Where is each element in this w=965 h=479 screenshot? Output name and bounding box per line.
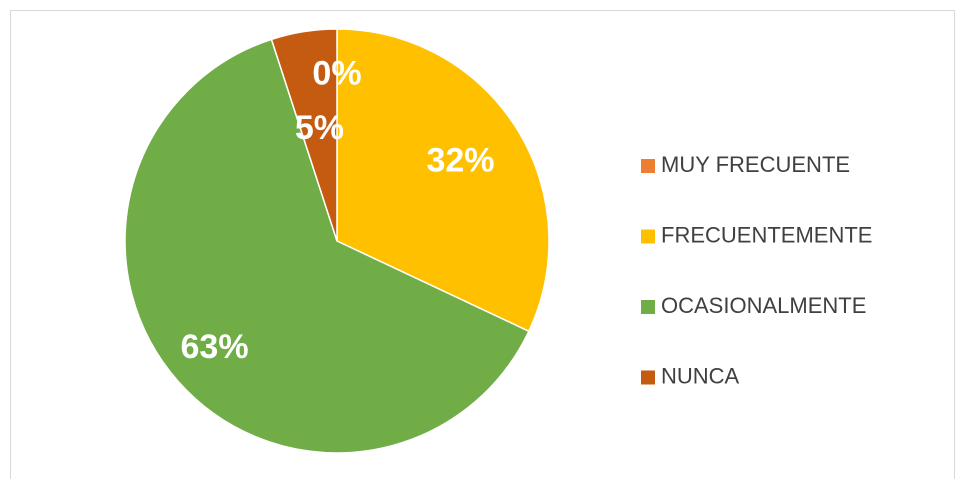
chart-frame [10,10,955,479]
legend-marker [641,300,655,314]
legend-marker [641,229,655,244]
data-label: 63% [181,328,249,366]
legend-label: MUY FRECUENTE [661,152,850,177]
legend-label: OCASIONALMENTE [661,293,866,318]
data-label: 32% [426,142,494,180]
data-label: 0% [312,55,361,93]
legend-label: NUNCA [661,363,740,388]
pie-slice [124,38,530,454]
legend-label: FRECUENTEMENTE [661,222,872,247]
legend-marker [641,159,655,173]
legend-marker [641,370,655,385]
pie-slice [270,28,338,242]
pie-slice [336,28,550,333]
data-label: 5% [295,109,344,147]
